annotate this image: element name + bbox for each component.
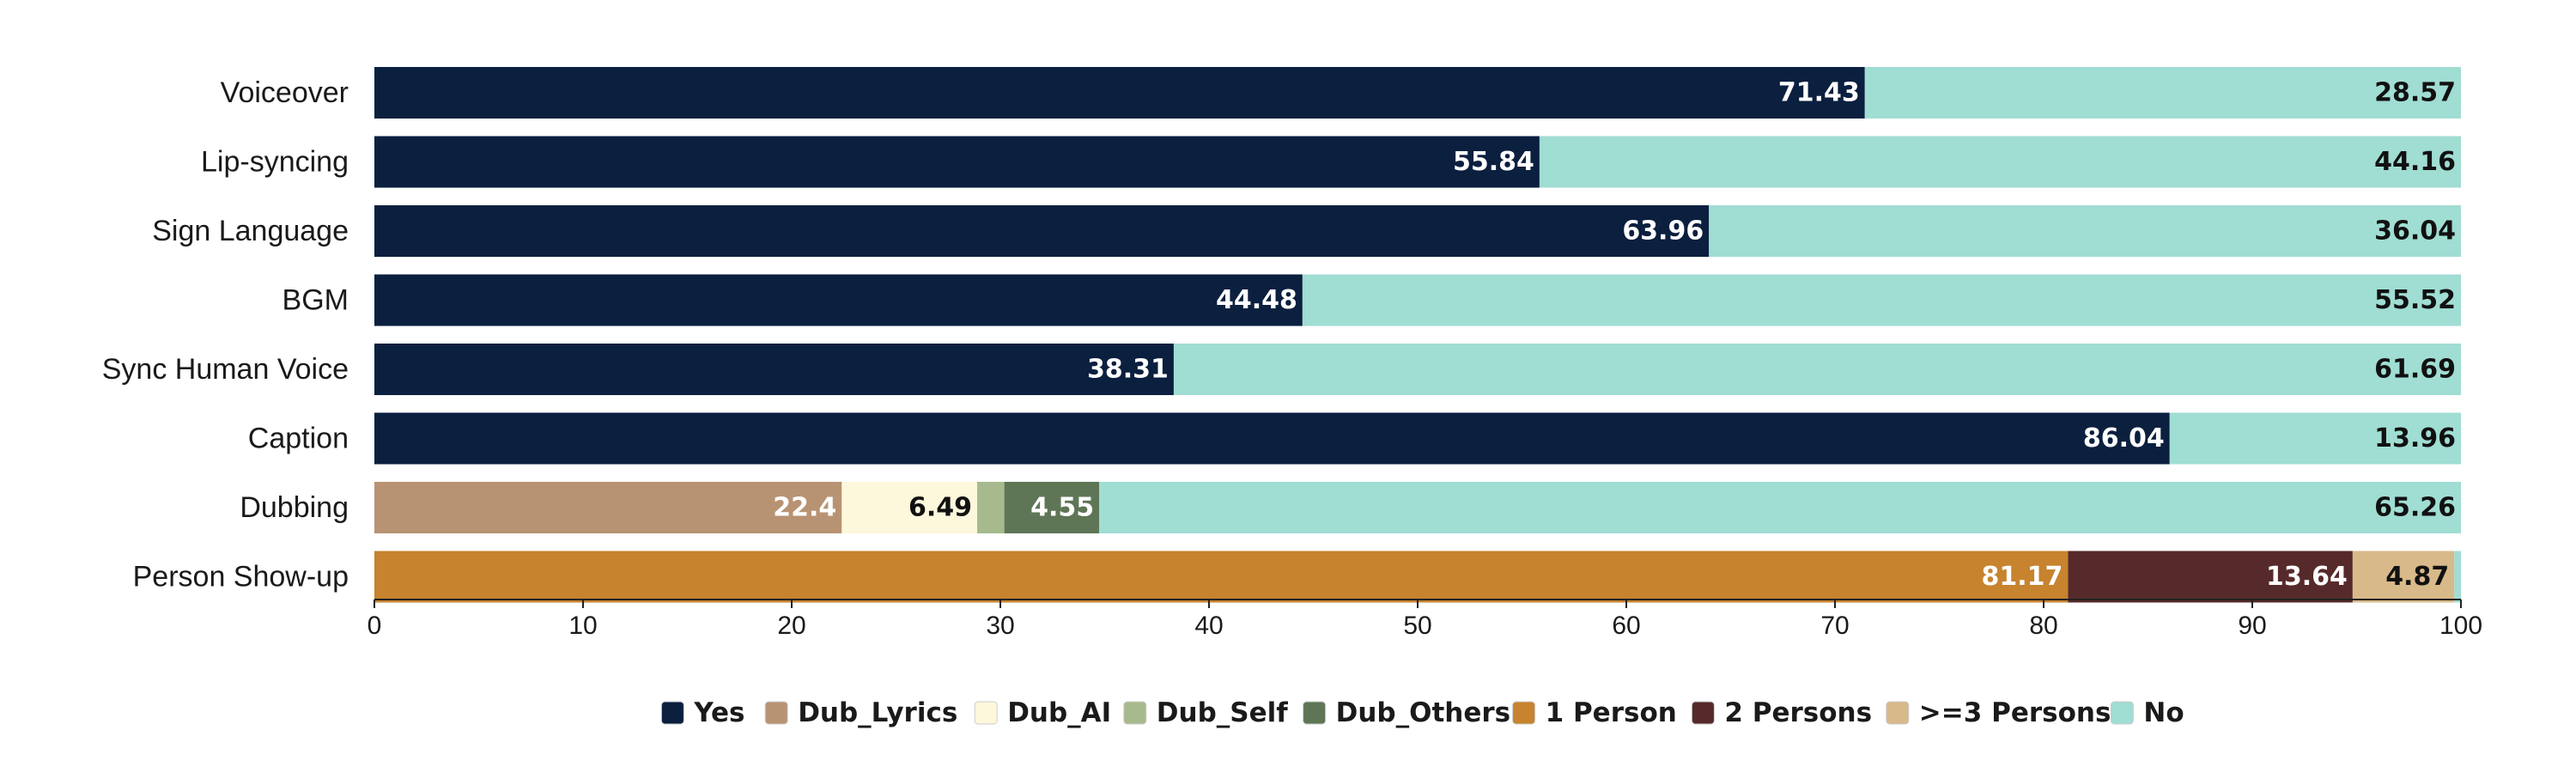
value-label-bgm-no: 55.52 bbox=[2374, 285, 2456, 315]
legend-item-yes: Yes bbox=[660, 697, 744, 728]
bar-dubbing-dub-ai bbox=[841, 482, 978, 533]
category-label-sync-human-voice: Sync Human Voice bbox=[102, 353, 349, 386]
bar-bgm-yes bbox=[374, 274, 1303, 326]
value-label-bgm-yes: 44.48 bbox=[1216, 285, 1297, 315]
value-label-voiceover-yes: 71.43 bbox=[1778, 78, 1860, 108]
legend-label: Dub_AI bbox=[1007, 697, 1111, 728]
bar-caption-yes bbox=[374, 412, 2170, 465]
category-labels: Voiceover Lip-syncing Sign Language BGM Sync… bbox=[102, 76, 349, 593]
bar-dubbing-dub-others bbox=[1004, 482, 1100, 533]
bar-person-show-up-2-persons bbox=[2068, 551, 2353, 603]
legend-item-no: No bbox=[2110, 697, 2184, 728]
legend-swatch bbox=[1123, 701, 1147, 725]
bar-voiceover-no bbox=[1864, 67, 2461, 119]
legend-swatch bbox=[2110, 701, 2134, 725]
bars-layer: 71.43 28.57 55.84 44.16 63.96 36.04 44.48 55.52… bbox=[374, 67, 2461, 603]
bar-sign-language-yes bbox=[374, 205, 1710, 257]
bar-bgm-no bbox=[1302, 274, 2461, 326]
legend-swatch bbox=[1512, 701, 1536, 725]
bar-dubbing-dub-self bbox=[977, 482, 1005, 533]
legend-label: Dub_Self bbox=[1157, 697, 1288, 728]
category-label-sign-language: Sign Language bbox=[152, 215, 349, 247]
value-label-person-show-up-3-persons: 4.87 bbox=[2385, 562, 2449, 592]
bar-person-show-up-no bbox=[2454, 551, 2461, 603]
value-label-dubbing-dub-ai: 6.49 bbox=[908, 493, 972, 523]
value-label-sign-language-yes: 63.96 bbox=[1622, 216, 1704, 247]
legend-swatch bbox=[974, 701, 998, 725]
x-tick-label: 10 bbox=[568, 612, 597, 640]
legend-label: No bbox=[2143, 697, 2184, 728]
legend-item-dub-lyrics: Dub_Lyrics bbox=[764, 697, 957, 728]
value-label-sync-human-voice-no: 61.69 bbox=[2374, 355, 2456, 385]
value-label-person-show-up-1-person: 81.17 bbox=[1982, 562, 2063, 592]
x-tick-label: 30 bbox=[986, 612, 1014, 640]
value-label-dubbing-dub-others: 4.55 bbox=[1030, 493, 1094, 523]
x-tick-label: 80 bbox=[2029, 612, 2057, 640]
bar-person-show-up-3-persons bbox=[2352, 551, 2455, 603]
value-label-sync-human-voice-yes: 38.31 bbox=[1087, 355, 1169, 385]
category-label-lip-syncing: Lip-syncing bbox=[201, 146, 349, 179]
value-label-sign-language-no: 36.04 bbox=[2374, 216, 2456, 247]
bar-lip-syncing-yes bbox=[374, 136, 1540, 188]
legend-swatch bbox=[1886, 701, 1910, 725]
x-tick-label: 90 bbox=[2238, 612, 2266, 640]
x-tick-label: 40 bbox=[1194, 612, 1223, 640]
category-label-voiceover: Voiceover bbox=[221, 76, 349, 109]
bar-sync-human-voice-no bbox=[1173, 344, 2461, 395]
bar-dubbing-no bbox=[1099, 482, 2461, 533]
legend-swatch bbox=[1691, 701, 1715, 725]
value-label-dubbing-dub-lyrics: 22.4 bbox=[773, 493, 836, 523]
x-tick-label: 70 bbox=[1820, 612, 1849, 640]
value-label-caption-yes: 86.04 bbox=[2083, 423, 2165, 453]
legend-item-1-person: 1 Person bbox=[1512, 697, 1677, 728]
value-label-voiceover-no: 28.57 bbox=[2374, 78, 2456, 108]
x-tick-label: 0 bbox=[368, 612, 382, 640]
value-label-lip-syncing-yes: 55.84 bbox=[1453, 147, 1534, 177]
legend-item-dub-ai: Dub_AI bbox=[974, 697, 1111, 728]
legend-swatch bbox=[764, 701, 788, 725]
bar-sign-language-no bbox=[1709, 205, 2461, 257]
legend-label: 1 Person bbox=[1546, 697, 1677, 728]
x-tick-label: 50 bbox=[1403, 612, 1431, 640]
bar-lip-syncing-no bbox=[1539, 136, 2461, 188]
x-axis: 0 10 20 30 40 50 60 70 80 90 100 bbox=[368, 599, 2482, 640]
legend-label: Yes bbox=[693, 697, 744, 728]
bar-caption-no bbox=[2169, 412, 2461, 465]
legend-label: Dub_Others bbox=[1336, 697, 1511, 728]
legend-item-dub-others: Dub_Others bbox=[1303, 697, 1511, 728]
bar-sync-human-voice-yes bbox=[374, 344, 1174, 395]
x-tick-label: 100 bbox=[2439, 612, 2482, 640]
legend: Yes Dub_Lyrics Dub_AI Dub_Self Dub_Others 1 P… bbox=[660, 697, 2184, 728]
bar-dubbing-dub-lyrics bbox=[374, 482, 842, 533]
category-label-bgm: BGM bbox=[283, 284, 349, 317]
x-tick-label: 60 bbox=[1612, 612, 1640, 640]
legend-item-dub-self: Dub_Self bbox=[1123, 697, 1288, 728]
legend-label: 2 Persons bbox=[1724, 697, 1872, 728]
bar-voiceover-yes bbox=[374, 67, 1865, 119]
category-label-caption: Caption bbox=[248, 423, 349, 455]
legend-swatch bbox=[1303, 701, 1327, 725]
legend-label: Dub_Lyrics bbox=[798, 697, 957, 728]
x-tick-label: 20 bbox=[777, 612, 805, 640]
bar-person-show-up-1-person bbox=[374, 551, 2069, 603]
legend-swatch bbox=[660, 701, 684, 725]
value-label-lip-syncing-no: 44.16 bbox=[2374, 147, 2456, 177]
value-label-person-show-up-2-persons: 13.64 bbox=[2266, 562, 2348, 592]
category-label-dubbing: Dubbing bbox=[240, 491, 349, 524]
value-label-dubbing-no: 65.26 bbox=[2374, 493, 2456, 523]
category-label-person-show-up: Person Show-up bbox=[133, 561, 349, 593]
legend-item-3-persons: >=3 Persons bbox=[1886, 697, 2111, 728]
value-label-caption-no: 13.96 bbox=[2374, 423, 2456, 453]
legend-item-2-persons: 2 Persons bbox=[1691, 697, 1872, 728]
legend-label: >=3 Persons bbox=[1919, 697, 2111, 728]
